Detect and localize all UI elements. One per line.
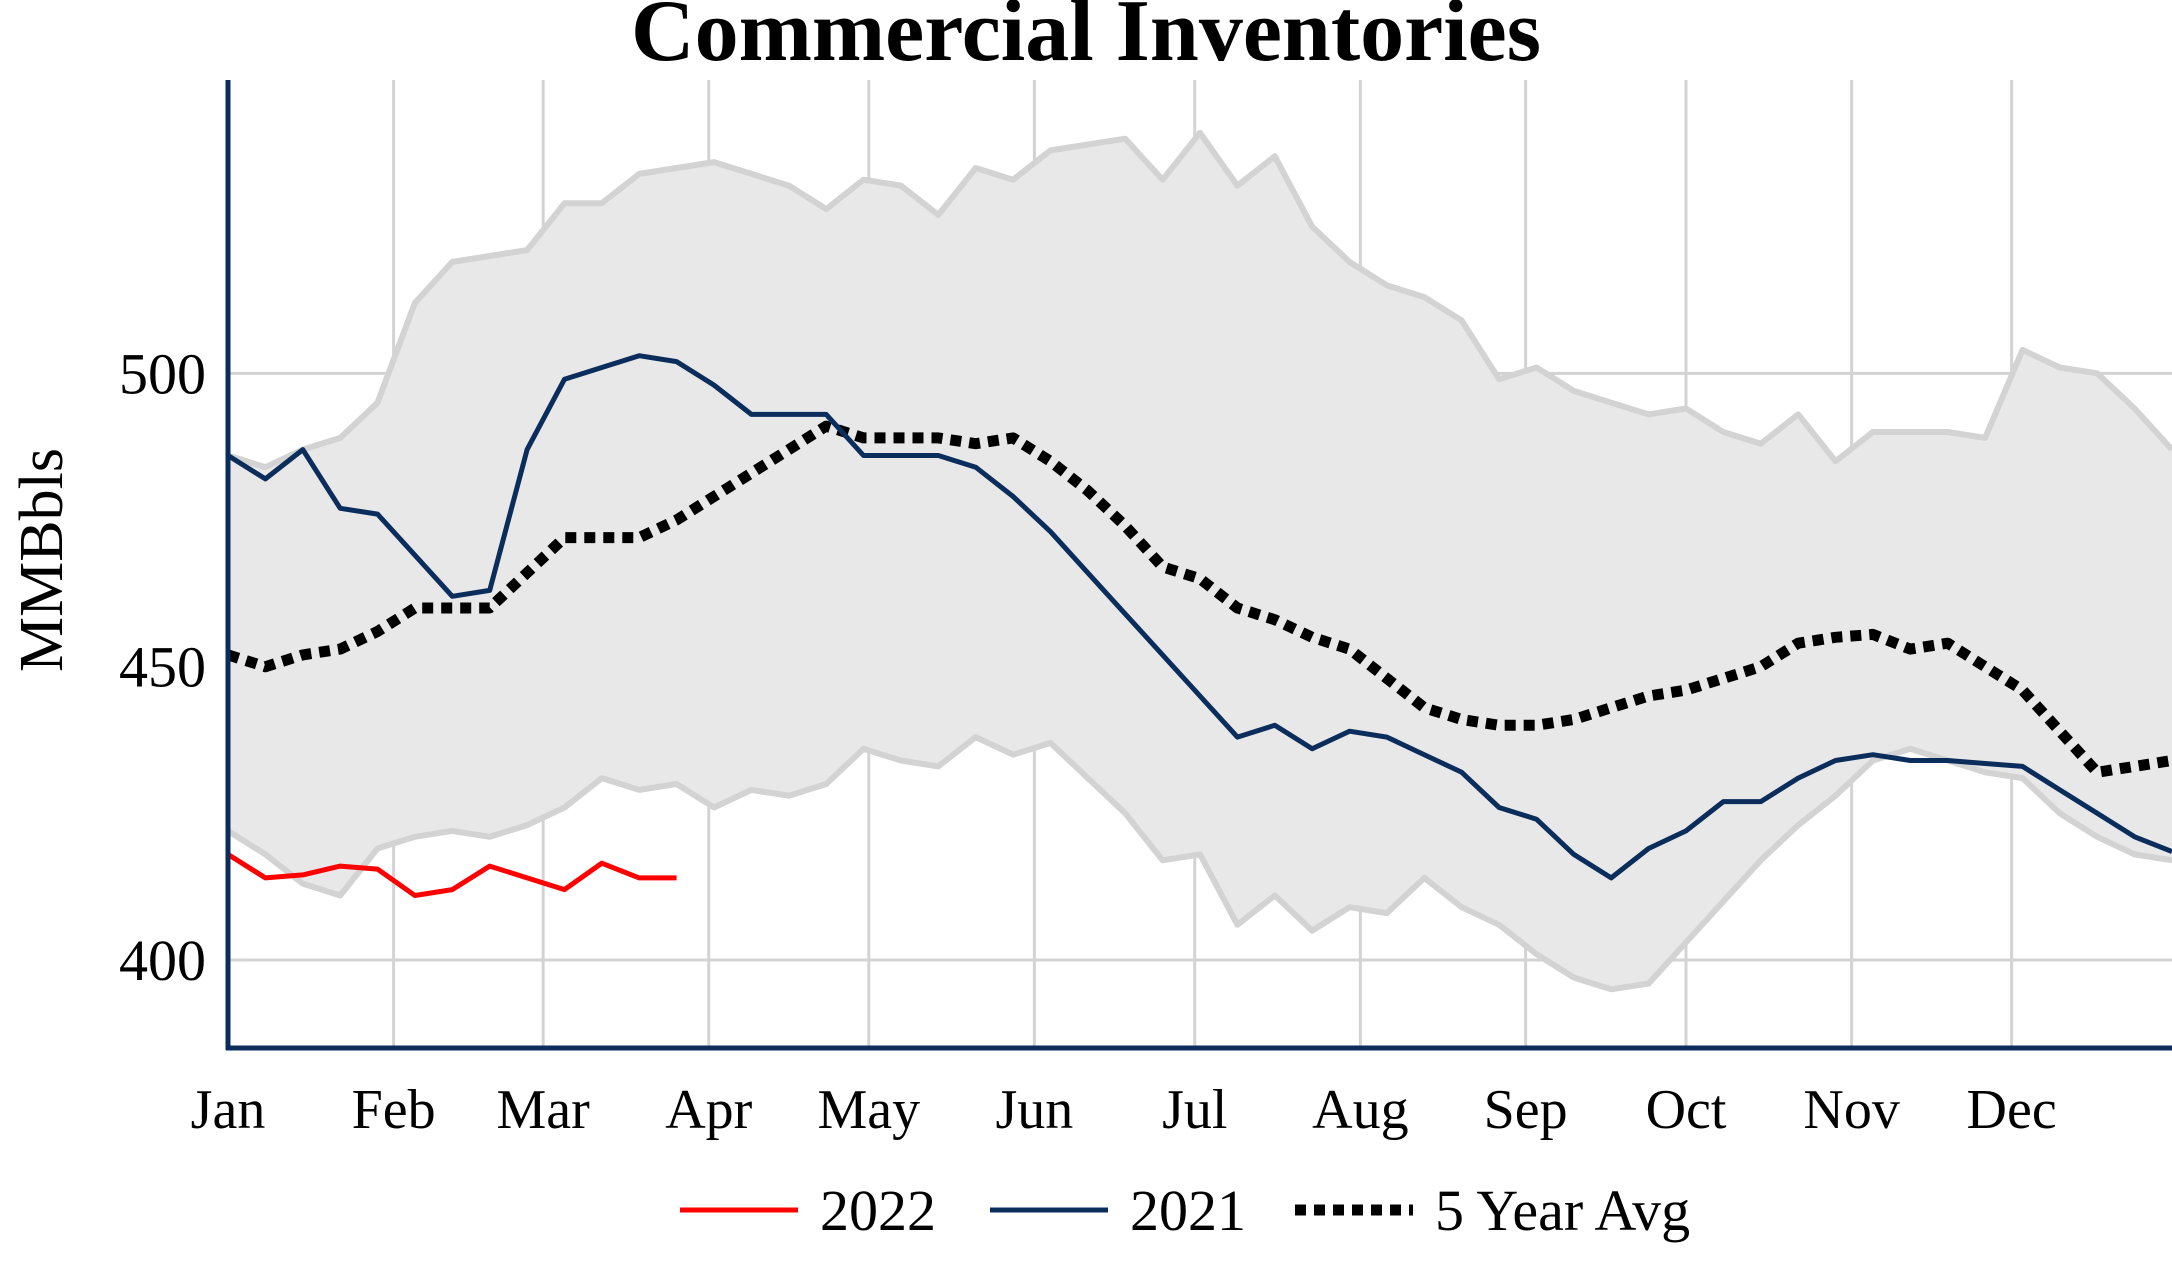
series-2022: [226, 852, 677, 898]
range-band: [228, 132, 2172, 990]
y-tick-label-400: 400: [119, 928, 206, 993]
x-tick-label-nov: Nov: [1803, 1079, 1899, 1141]
legend-item-2022: 2022: [680, 1178, 936, 1243]
x-tick-label-feb: Feb: [352, 1079, 436, 1141]
series-5-year-avg: [226, 420, 2172, 778]
legend-label: 2021: [1130, 1178, 1246, 1243]
x-tick-label-dec: Dec: [1967, 1079, 2057, 1141]
y-axis-label: MMBbls: [8, 448, 76, 672]
legend: 2022 2021 5 Year Avg: [680, 1178, 1690, 1243]
legend-label: 2022: [820, 1178, 936, 1243]
axis-layer: [225, 80, 2172, 1051]
series-2021: [226, 353, 2172, 881]
series-layer: [226, 353, 2172, 898]
x-tick-label-jul: Jul: [1162, 1079, 1227, 1141]
x-tick-label-jun: Jun: [995, 1079, 1073, 1141]
x-tick-label-jan: Jan: [191, 1079, 266, 1141]
legend-label: 5 Year Avg: [1435, 1178, 1690, 1243]
y-tick-label-450: 450: [119, 635, 206, 700]
range-band-lower: [226, 734, 2172, 993]
x-tick-label-mar: Mar: [497, 1079, 591, 1141]
x-tick-label-apr: Apr: [665, 1079, 752, 1141]
tick-label-layer: 400 450 500 Jan Feb Mar Apr May Jun Jul Aug Sep Oct N…: [119, 341, 2057, 1141]
y-tick-label-500: 500: [119, 341, 206, 406]
x-tick-label-sep: Sep: [1484, 1079, 1568, 1141]
range-band-layer: [226, 129, 2172, 993]
x-tick-label-oct: Oct: [1646, 1079, 1727, 1141]
range-band-upper: [227, 129, 2172, 471]
legend-item-5-year-avg: 5 Year Avg: [1295, 1178, 1690, 1243]
chart-title: Commercial Inventories: [631, 0, 1541, 80]
x-tick-label-aug: Aug: [1312, 1079, 1408, 1141]
x-tick-label-may: May: [817, 1079, 920, 1141]
legend-item-2021: 2021: [990, 1178, 1246, 1243]
